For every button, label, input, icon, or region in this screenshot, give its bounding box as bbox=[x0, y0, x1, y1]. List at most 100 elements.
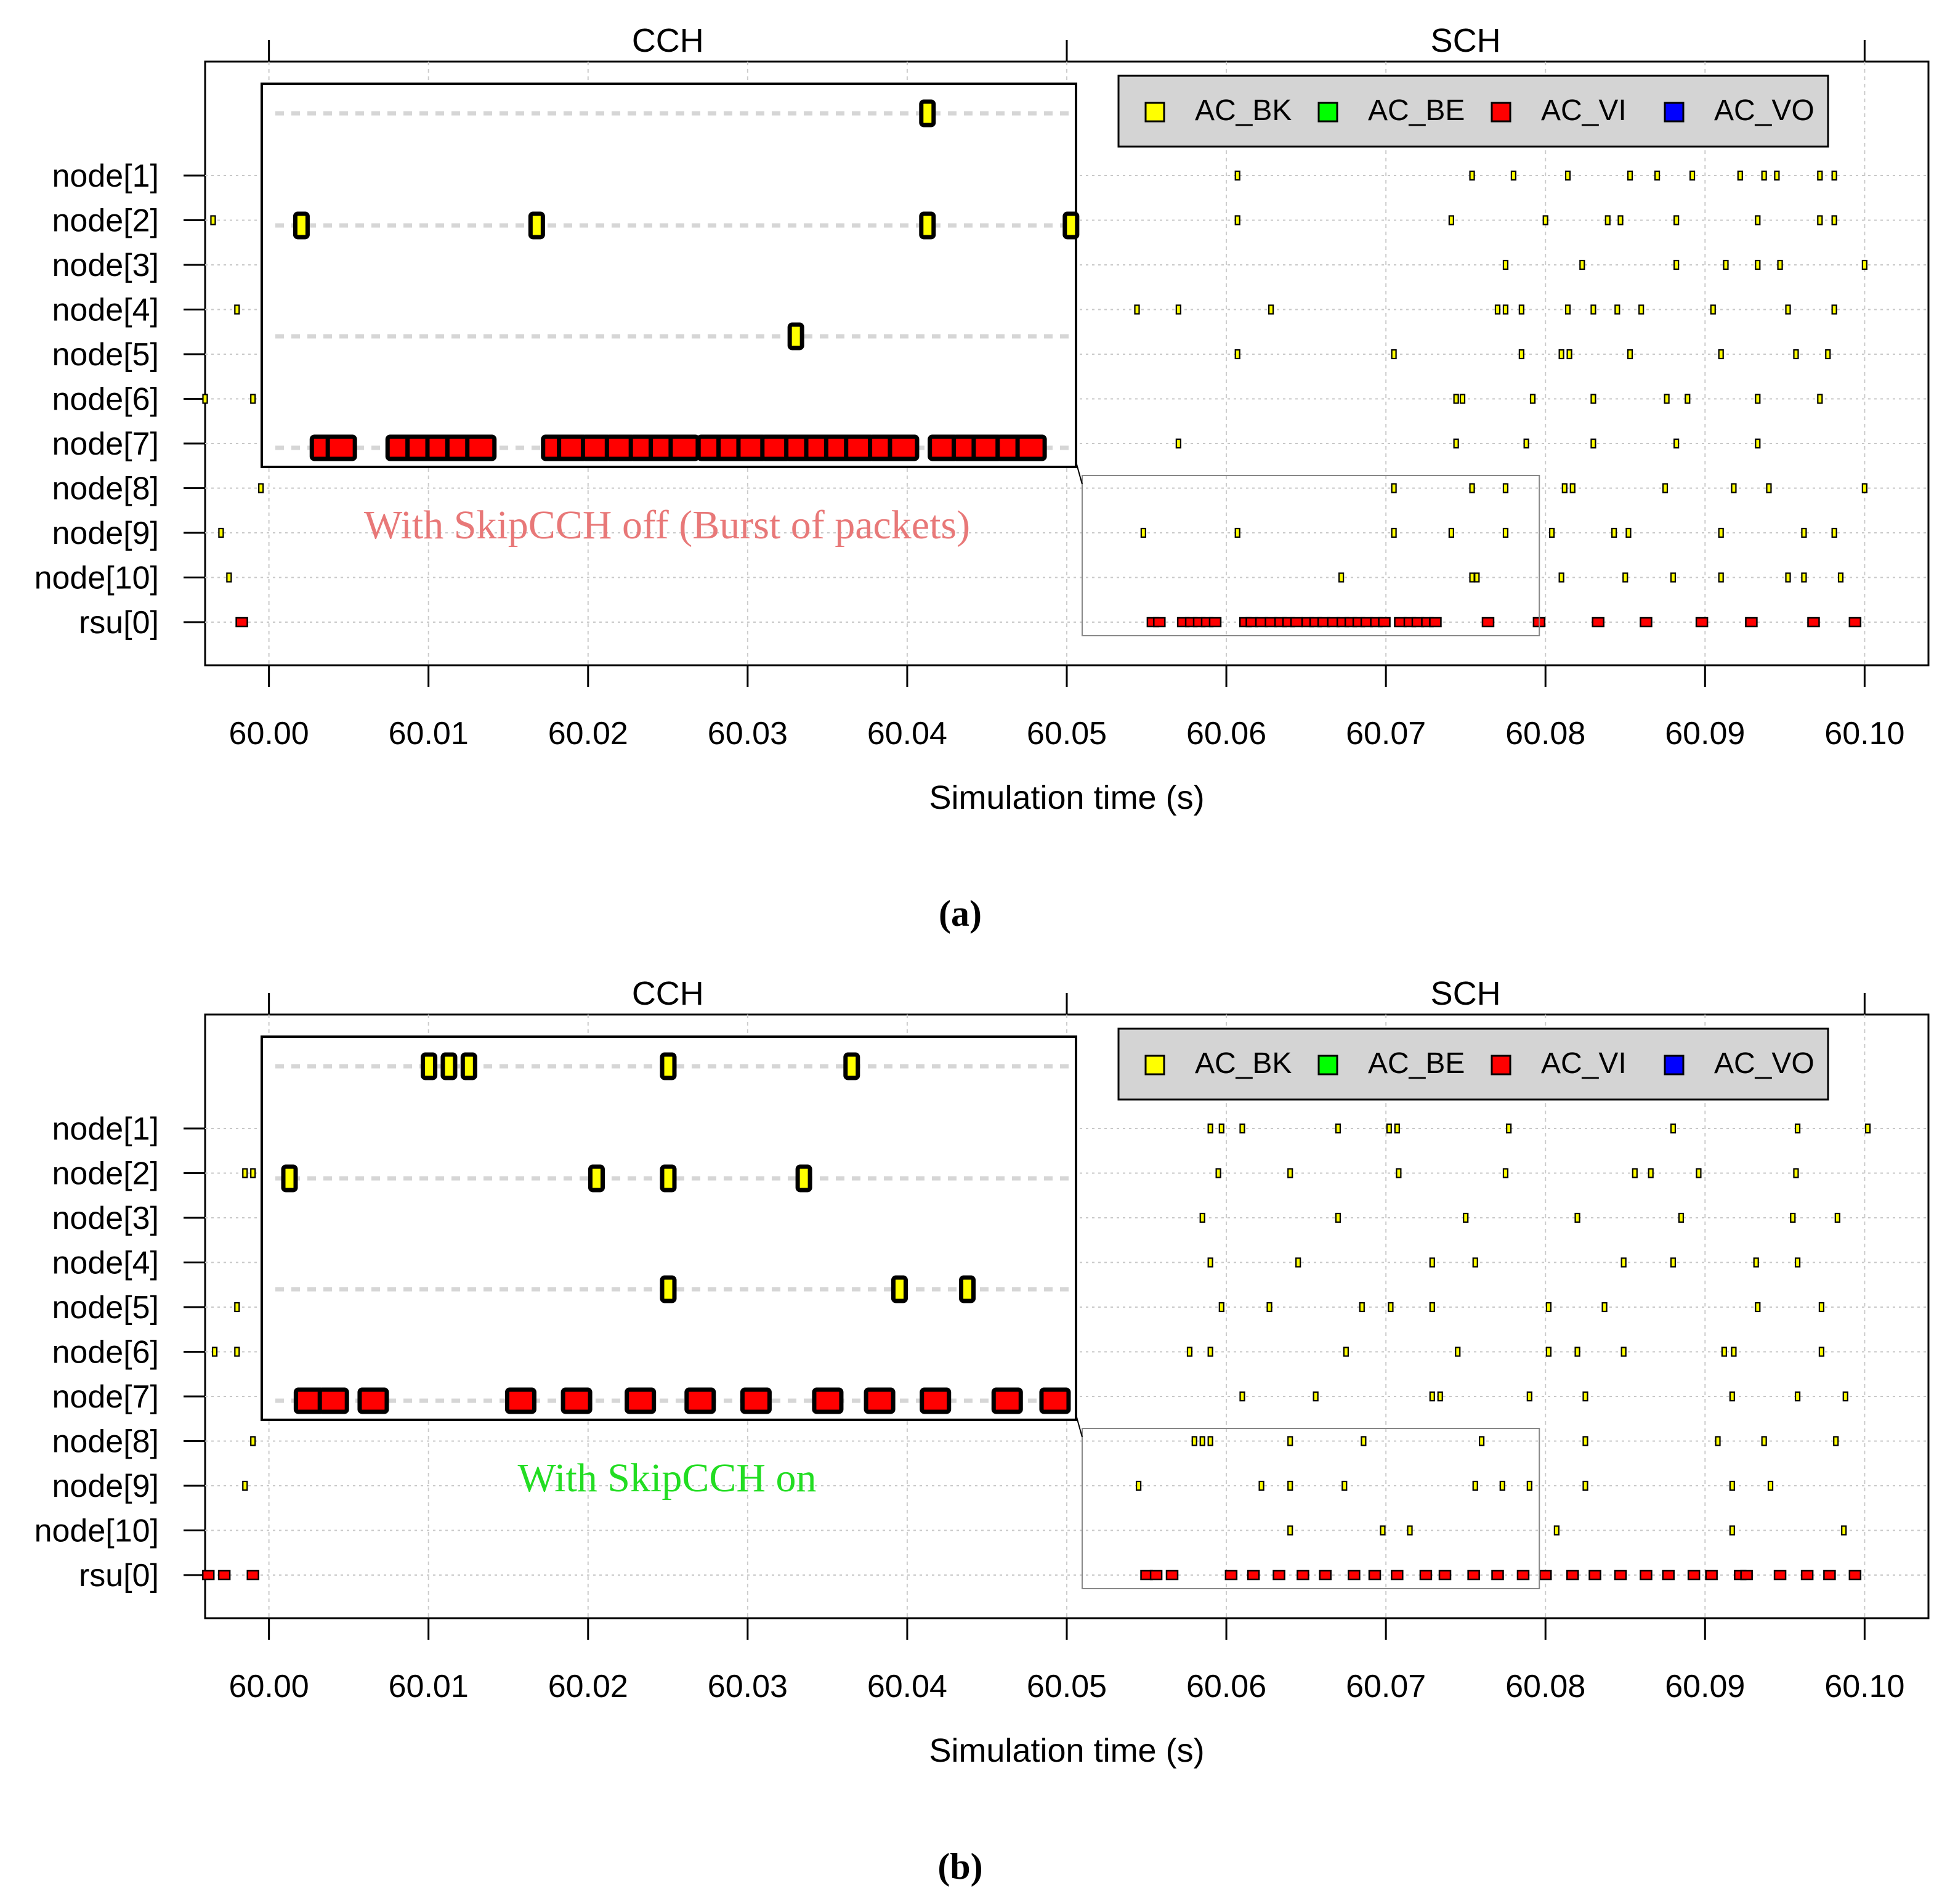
data-point-ac-bk bbox=[1662, 483, 1669, 493]
data-point-ac-vi bbox=[1516, 1570, 1530, 1581]
data-point-ac-bk bbox=[1523, 438, 1529, 449]
data-point-ac-bk bbox=[1729, 1480, 1735, 1491]
data-point-ac-vi bbox=[1848, 617, 1862, 628]
data-point-ac-bk bbox=[250, 1168, 256, 1178]
data-point-ac-bk bbox=[1793, 349, 1799, 360]
data-point-ac-bk bbox=[1664, 394, 1670, 404]
data-point-ac-vi bbox=[1391, 1570, 1404, 1581]
data-point-ac-vi bbox=[1149, 1570, 1163, 1581]
data-point-ac-bk bbox=[218, 527, 224, 538]
data-point-ac-vi bbox=[1290, 617, 1303, 628]
data-point-ac-bk bbox=[1601, 1302, 1608, 1313]
inset-point-ac-bk bbox=[281, 1164, 298, 1193]
data-point-ac-bk bbox=[1455, 1347, 1461, 1357]
legend-swatch bbox=[1664, 102, 1685, 123]
data-point-ac-bk bbox=[1689, 170, 1696, 181]
data-point-ac-bk bbox=[1648, 1168, 1654, 1178]
data-point-ac-vi bbox=[1348, 1570, 1361, 1581]
data-point-ac-bk bbox=[1394, 1123, 1400, 1134]
data-point-ac-vi bbox=[1705, 1570, 1718, 1581]
data-point-ac-bk bbox=[1590, 394, 1596, 404]
panel-label: (a) bbox=[939, 893, 982, 934]
data-point-ac-bk bbox=[1388, 1302, 1394, 1313]
data-point-ac-bk bbox=[242, 1168, 248, 1178]
data-point-ac-bk bbox=[1459, 394, 1466, 404]
data-point-ac-bk bbox=[1842, 1391, 1848, 1402]
inset-point-ac-bk bbox=[660, 1052, 677, 1080]
x-tick-label: 60.06 bbox=[1186, 716, 1266, 751]
data-point-ac-bk bbox=[1335, 1123, 1341, 1134]
inset-point-ac-vi bbox=[1039, 1387, 1071, 1414]
data-point-ac-bk bbox=[1518, 349, 1524, 360]
data-point-ac-bk bbox=[1429, 1302, 1435, 1313]
inset-point-ac-bk bbox=[293, 211, 310, 240]
data-point-ac-bk bbox=[1518, 304, 1524, 315]
legend-label: AC_VI bbox=[1541, 94, 1627, 127]
data-point-ac-bk bbox=[1753, 1257, 1759, 1268]
data-point-ac-bk bbox=[1437, 1391, 1443, 1402]
x-tick-label: 60.09 bbox=[1665, 1669, 1745, 1704]
x-tick-label: 60.07 bbox=[1346, 716, 1426, 751]
legend-swatch bbox=[1144, 102, 1165, 123]
data-point-ac-bk bbox=[1611, 527, 1617, 538]
y-tick-label: node[1] bbox=[52, 158, 160, 194]
data-point-ac-bk bbox=[1833, 1436, 1839, 1446]
data-point-ac-bk bbox=[1673, 259, 1680, 270]
inset-point-ac-bk bbox=[660, 1164, 677, 1193]
data-point-ac-bk bbox=[1569, 483, 1576, 493]
x-tick-label: 60.05 bbox=[1027, 1669, 1107, 1704]
data-point-ac-bk bbox=[1767, 1480, 1774, 1491]
x-tick-label: 60.03 bbox=[708, 716, 788, 751]
legend-box bbox=[1117, 75, 1829, 148]
data-point-ac-vi bbox=[1378, 617, 1391, 628]
inset-annotation: With SkipCCH off (Burst of packets) bbox=[364, 503, 970, 548]
data-point-ac-bk bbox=[1831, 215, 1837, 225]
legend-label: AC_VI bbox=[1541, 1047, 1627, 1080]
y-tick-label: node[6] bbox=[52, 1335, 160, 1371]
data-point-ac-bk bbox=[1429, 1257, 1435, 1268]
data-point-ac-bk bbox=[1723, 259, 1729, 270]
legend-swatch bbox=[1664, 1055, 1685, 1076]
zoom-source-box bbox=[1082, 1428, 1540, 1589]
data-point-ac-bk bbox=[1582, 1436, 1588, 1446]
data-point-ac-bk bbox=[1502, 304, 1509, 315]
data-point-ac-vi bbox=[1640, 1570, 1653, 1581]
data-point-ac-bk bbox=[1506, 1123, 1512, 1134]
data-point-ac-bk bbox=[1761, 170, 1767, 181]
inset-point-ac-bk bbox=[440, 1052, 458, 1080]
data-point-ac-bk bbox=[1627, 349, 1633, 360]
data-point-ac-vi bbox=[1848, 1570, 1862, 1581]
data-point-ac-bk bbox=[1502, 527, 1509, 538]
data-point-ac-vi bbox=[1224, 1570, 1238, 1581]
data-point-ac-bk bbox=[1729, 1525, 1735, 1536]
legend-box bbox=[1117, 1027, 1829, 1101]
data-point-ac-bk bbox=[1861, 483, 1867, 493]
data-point-ac-bk bbox=[1755, 438, 1761, 449]
data-point-ac-vi bbox=[235, 617, 248, 628]
inset-point-ac-vi bbox=[812, 1387, 844, 1414]
data-point-ac-bk bbox=[1825, 349, 1831, 360]
data-point-ac-bk bbox=[1548, 527, 1555, 538]
y-tick-label: node[4] bbox=[52, 1246, 160, 1281]
data-point-ac-bk bbox=[1529, 394, 1536, 404]
data-point-ac-bk bbox=[1558, 349, 1564, 360]
inset-point-ac-vi bbox=[625, 1387, 657, 1414]
legend-swatch bbox=[1144, 1055, 1165, 1076]
data-point-ac-bk bbox=[1502, 259, 1509, 270]
data-point-ac-vi bbox=[1419, 1570, 1433, 1581]
data-point-ac-bk bbox=[1134, 304, 1140, 315]
data-point-ac-bk bbox=[1837, 572, 1844, 583]
data-point-ac-bk bbox=[1731, 483, 1737, 493]
data-point-ac-bk bbox=[1785, 304, 1791, 315]
data-point-ac-bk bbox=[1794, 1391, 1801, 1402]
data-point-ac-bk bbox=[1718, 527, 1724, 538]
data-point-ac-bk bbox=[1287, 1525, 1293, 1536]
data-point-ac-bk bbox=[1755, 1302, 1761, 1313]
inset-point-ac-bk bbox=[528, 211, 545, 240]
data-point-ac-bk bbox=[210, 215, 216, 225]
data-point-ac-bk bbox=[1338, 572, 1345, 583]
data-point-ac-vi bbox=[1368, 1570, 1382, 1581]
data-point-ac-bk bbox=[242, 1480, 248, 1491]
y-tick-label: node[6] bbox=[52, 382, 160, 418]
data-point-ac-vi bbox=[1438, 1570, 1452, 1581]
